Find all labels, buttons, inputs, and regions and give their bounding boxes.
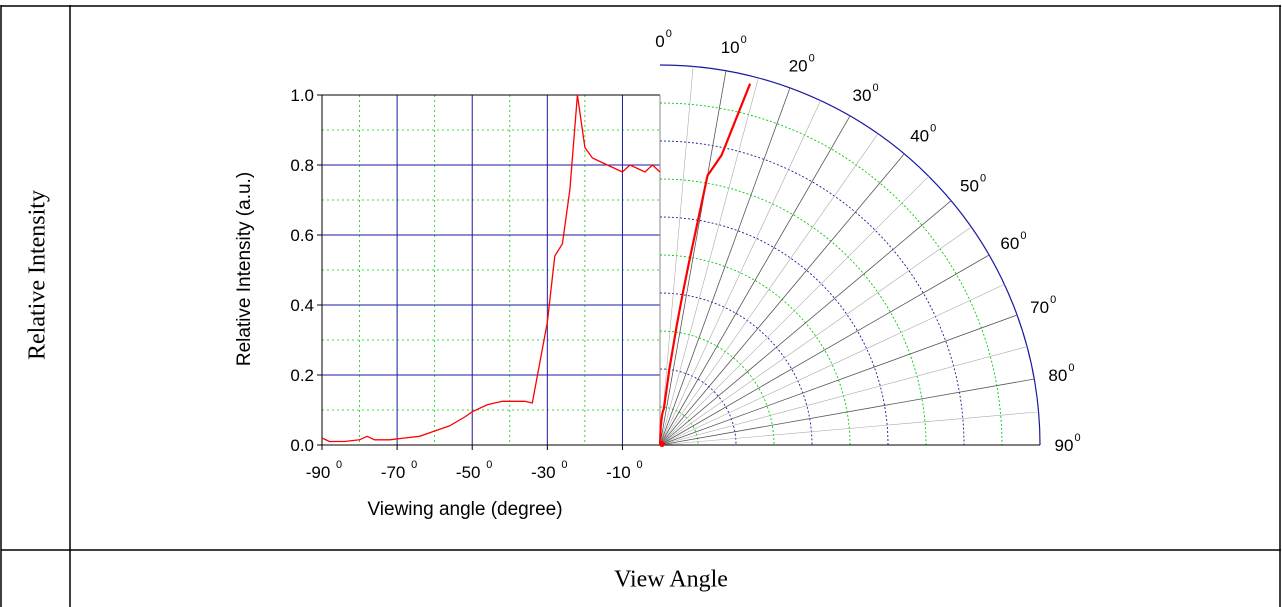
polar-spoke [659, 284, 1005, 446]
polar-angle-label: 90 [1055, 436, 1074, 455]
polar-spoke [659, 378, 1035, 446]
polar-spoke [659, 66, 694, 446]
polar-spoke [659, 100, 821, 446]
column-label: View Angle [614, 566, 728, 593]
x-tick-label: -90 [306, 463, 331, 482]
x-tick-degree-sup: 0 [486, 459, 492, 471]
x-axis-label: Viewing angle (degree) [367, 499, 562, 520]
polar-spoke [659, 133, 879, 446]
polar-grid [659, 64, 1041, 446]
y-axis-label: Relative Intensity (a.u.) [234, 172, 255, 366]
polar-spoke [659, 254, 990, 446]
polar-angle-degree-sup: 0 [666, 28, 672, 40]
polar-spoke [659, 115, 851, 446]
x-tick-label: -50 [456, 463, 481, 482]
series-layer [321, 83, 752, 447]
polar-angle-label: 40 [910, 127, 929, 146]
x-tick-label: -30 [531, 463, 556, 482]
polar-angle-label: 70 [1030, 298, 1049, 317]
polar-angle-label: 10 [721, 38, 740, 57]
polar-arc [659, 292, 813, 446]
x-tick-degree-sup: 0 [561, 459, 567, 471]
x-tick-degree-sup: 0 [411, 459, 417, 471]
cartesian-grid [321, 95, 660, 445]
polar-spoke [659, 77, 759, 446]
series-line-0 [321, 94, 661, 443]
y-tick-label: 1.0 [290, 86, 314, 105]
polar-spoke [659, 70, 727, 446]
polar-spoke [659, 314, 1018, 446]
y-tick-label: 0.2 [290, 366, 314, 385]
tick-labels: 0.00.20.40.60.81.0-90 0 -70 0 -50 0 -30 0 -10 00 0… [290, 28, 1080, 482]
polar-spoke [659, 176, 929, 446]
polar-angle-degree-sup: 0 [741, 34, 747, 46]
polar-angle-degree-sup: 0 [1075, 432, 1081, 444]
polar-angle-degree-sup: 0 [1068, 362, 1074, 374]
polar-angle-label: 30 [853, 86, 872, 105]
polar-angle-degree-sup: 0 [980, 172, 986, 184]
x-tick-label: -10 [606, 463, 631, 482]
y-tick-label: 0.4 [290, 296, 314, 315]
polar-angle-label: 20 [789, 56, 808, 75]
polar-angle-degree-sup: 0 [1050, 294, 1056, 306]
y-tick-label: 0.6 [290, 226, 314, 245]
polar-angle-label: 0 [655, 32, 664, 51]
polar-angle-degree-sup: 0 [930, 123, 936, 135]
polar-spoke [659, 87, 791, 446]
polar-angle-label: 80 [1048, 366, 1067, 385]
polar-angle-label: 50 [960, 176, 979, 195]
x-tick-degree-sup: 0 [336, 459, 342, 471]
chart-axes [317, 94, 661, 450]
polar-spoke [659, 200, 952, 446]
polar-spoke [659, 346, 1028, 446]
x-tick-degree-sup: 0 [636, 459, 642, 471]
polar-angle-degree-sup: 0 [873, 82, 879, 94]
polar-spoke [659, 226, 972, 446]
polar-angle-degree-sup: 0 [809, 52, 815, 64]
polar-origin-marker [659, 441, 665, 447]
polar-angle-label: 60 [1000, 234, 1019, 253]
x-tick-label: -70 [381, 463, 406, 482]
polar-spoke [659, 411, 1039, 446]
y-tick-label: 0.0 [290, 436, 314, 455]
polar-series-line [658, 83, 752, 446]
y-tick-label: 0.8 [290, 156, 314, 175]
polar-spoke [659, 153, 905, 446]
polar-angle-degree-sup: 0 [1020, 230, 1026, 242]
